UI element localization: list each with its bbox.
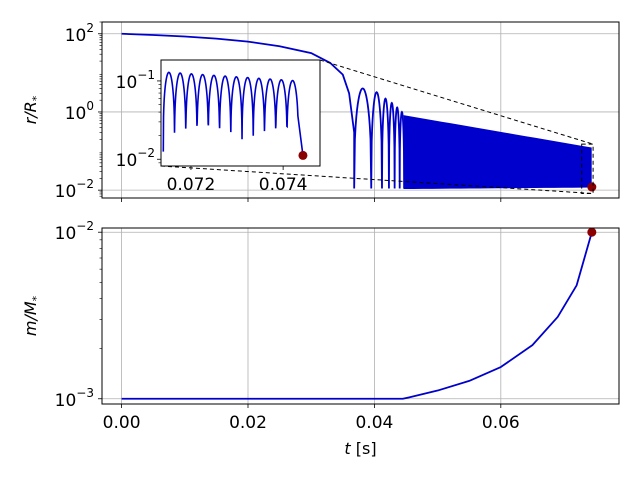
bottom-y-axis-label-text: m/M [21,301,40,336]
inset-connector-upper [319,59,594,145]
top-plot-area [121,32,597,192]
top-axes-frame [101,21,620,199]
top-y-tick-label-0: 102 [65,20,94,46]
bottom-x-tick-label-0: 0.00 [103,413,141,433]
top-y-axis-label: r/R* [21,95,43,124]
inset-radius-line [162,71,304,156]
top-oscillation-band [403,115,592,190]
inset-y-tick-label-0: 10−1 [116,67,155,93]
top-y-tick-label-2: 10−2 [55,177,94,203]
inset-plot-area [162,71,308,160]
inset-endpoint-marker [298,150,308,160]
bottom-x-tick-label-2: 0.04 [355,413,393,433]
bottom-plot-area [121,227,597,400]
bottom-x-axis-label: t [s] [344,439,376,458]
bottom-y-tick-label-1: 10−3 [55,385,94,411]
top-ticks: 102 100 10−2 [55,20,502,203]
bottom-mass-line [121,231,593,400]
inset-axes: 0.072 0.074 10−1 10−2 [116,59,321,195]
top-panel: 102 100 10−2 r/R* 0.072 0.074 10−1 10−2 [21,20,620,203]
bottom-y-axis-label: m/M* [21,295,43,336]
top-radius-line [121,32,406,189]
top-y-axis-label-sub: * [30,95,43,101]
bottom-y-tick-label-0: 10−2 [55,219,94,245]
inset-x-tick-label-1: 0.074 [259,175,308,195]
top-y-axis-label-text: r/R [21,101,40,124]
bottom-axes-frame [101,227,620,405]
bottom-panel: 0.00 0.02 0.04 0.06 10−2 10−3 m/M* t [s] [21,219,620,458]
top-y-tick-label-1: 100 [65,98,94,124]
bottom-y-axis-label-sub: * [30,295,43,301]
bottom-grid [102,228,619,404]
top-endpoint-marker [587,182,597,192]
inset-background [161,60,320,166]
inset-connector-lower [160,165,594,195]
inset-frame [160,59,321,167]
bottom-x-axis-label-text: t [344,439,351,458]
inset-y-tick-label-1: 10−2 [116,146,155,172]
inset-ticks: 0.072 0.074 10−1 10−2 [116,67,308,195]
inset-zoom-connectors [160,59,594,195]
bottom-endpoint-marker [587,227,597,237]
inset-x-tick-label-0: 0.072 [167,175,216,195]
bottom-ticks: 0.00 0.02 0.04 0.06 10−2 10−3 [55,219,520,433]
bottom-x-axis-label-unit: [s] [351,439,377,458]
bottom-x-tick-label-1: 0.02 [229,413,267,433]
bottom-x-tick-label-3: 0.06 [482,413,520,433]
